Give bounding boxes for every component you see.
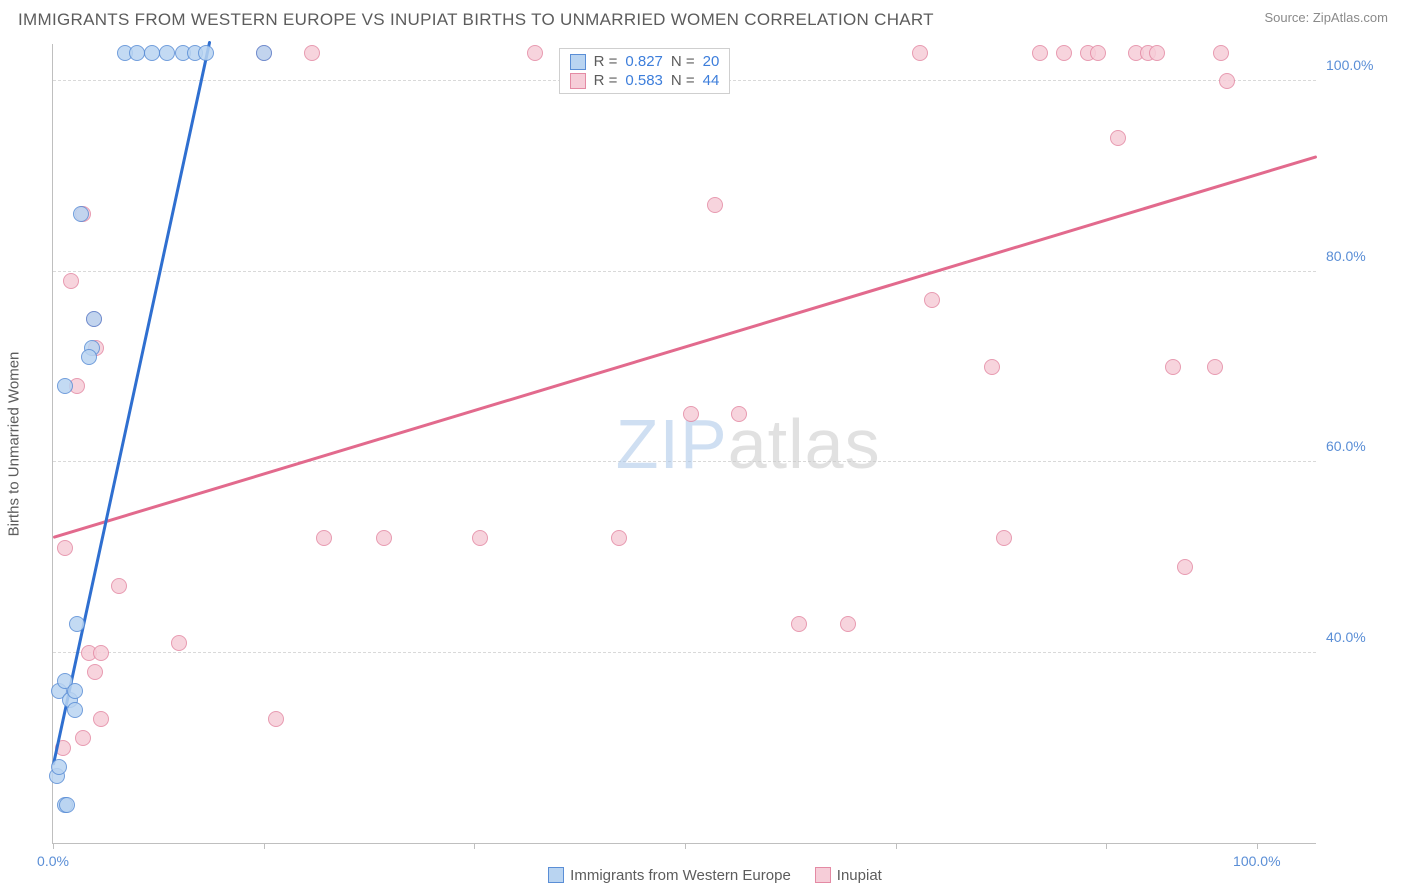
legend-n-value-inupiat: 44 xyxy=(703,72,720,89)
data-point-inupiat xyxy=(472,530,488,546)
data-point-inupiat xyxy=(63,273,79,289)
x-tick-mark xyxy=(685,843,686,849)
x-tick-mark xyxy=(1106,843,1107,849)
stats-legend: R = 0.827 N = 20 R = 0.583 N = 44 xyxy=(559,48,731,94)
y-tick-label: 40.0% xyxy=(1326,629,1386,645)
data-point-western_europe xyxy=(73,206,89,222)
data-point-inupiat xyxy=(268,711,284,727)
legend-swatch-western_europe xyxy=(570,54,586,70)
data-point-inupiat xyxy=(316,530,332,546)
x-tick-mark xyxy=(264,843,265,849)
data-point-inupiat xyxy=(984,359,1000,375)
legend-r-value-western_europe: 0.827 xyxy=(625,53,663,70)
data-point-inupiat xyxy=(1090,45,1106,61)
data-point-inupiat xyxy=(924,292,940,308)
data-point-western_europe xyxy=(81,349,97,365)
data-point-inupiat xyxy=(1207,359,1223,375)
data-point-inupiat xyxy=(57,540,73,556)
x-tick-mark xyxy=(53,843,54,849)
data-point-western_europe xyxy=(67,702,83,718)
data-point-western_europe xyxy=(198,45,214,61)
bottom-legend: Immigrants from Western Europe Inupiat xyxy=(0,867,1406,884)
data-point-inupiat xyxy=(1110,130,1126,146)
source-name: ZipAtlas.com xyxy=(1313,10,1388,25)
x-tick-mark xyxy=(896,843,897,849)
data-point-inupiat xyxy=(304,45,320,61)
gridline-h xyxy=(53,652,1316,653)
data-point-western_europe xyxy=(51,759,67,775)
data-point-western_europe xyxy=(57,378,73,394)
y-tick-label: 100.0% xyxy=(1326,57,1386,73)
y-tick-label: 80.0% xyxy=(1326,248,1386,264)
legend-r-label: R = xyxy=(594,53,618,70)
data-point-inupiat xyxy=(791,616,807,632)
data-point-western_europe xyxy=(69,616,85,632)
gridline-h xyxy=(53,271,1316,272)
data-point-inupiat xyxy=(707,197,723,213)
chart-title: IMMIGRANTS FROM WESTERN EUROPE VS INUPIA… xyxy=(18,10,934,30)
data-point-inupiat xyxy=(840,616,856,632)
plot-area: Births to Unmarried Women 40.0%60.0%80.0… xyxy=(52,44,1316,844)
legend-r-label: R = xyxy=(594,72,618,89)
y-axis-label: Births to Unmarried Women xyxy=(6,352,23,537)
data-point-western_europe xyxy=(67,683,83,699)
legend-swatch-western_europe xyxy=(548,867,564,883)
data-point-western_europe xyxy=(159,45,175,61)
x-tick-mark xyxy=(1257,843,1258,849)
data-point-inupiat xyxy=(1032,45,1048,61)
legend-n-label: N = xyxy=(671,53,695,70)
data-point-western_europe xyxy=(86,311,102,327)
data-point-western_europe xyxy=(59,797,75,813)
legend-swatch-inupiat xyxy=(815,867,831,883)
data-point-inupiat xyxy=(1056,45,1072,61)
gridline-h xyxy=(53,461,1316,462)
data-point-inupiat xyxy=(1219,73,1235,89)
y-tick-label: 60.0% xyxy=(1326,438,1386,454)
data-point-inupiat xyxy=(75,730,91,746)
watermark: ZIPatlas xyxy=(616,404,881,484)
data-point-inupiat xyxy=(111,578,127,594)
data-point-inupiat xyxy=(611,530,627,546)
legend-r-value-inupiat: 0.583 xyxy=(625,72,663,89)
data-point-inupiat xyxy=(1165,359,1181,375)
data-point-inupiat xyxy=(683,406,699,422)
trend-line-western_europe xyxy=(52,41,211,765)
data-point-inupiat xyxy=(912,45,928,61)
legend-n-value-western_europe: 20 xyxy=(703,53,720,70)
x-tick-mark xyxy=(474,843,475,849)
data-point-inupiat xyxy=(996,530,1012,546)
data-point-inupiat xyxy=(93,711,109,727)
data-point-inupiat xyxy=(93,645,109,661)
data-point-western_europe xyxy=(256,45,272,61)
trend-line-inupiat xyxy=(53,155,1318,538)
data-point-inupiat xyxy=(731,406,747,422)
data-point-western_europe xyxy=(144,45,160,61)
legend-n-label: N = xyxy=(671,72,695,89)
data-point-inupiat xyxy=(1149,45,1165,61)
data-point-inupiat xyxy=(87,664,103,680)
source-credit: Source: ZipAtlas.com xyxy=(1264,10,1388,25)
data-point-inupiat xyxy=(376,530,392,546)
legend-label-inupiat: Inupiat xyxy=(837,867,882,884)
legend-label-western_europe: Immigrants from Western Europe xyxy=(570,867,791,884)
source-prefix: Source: xyxy=(1264,10,1312,25)
legend-swatch-inupiat xyxy=(570,73,586,89)
data-point-inupiat xyxy=(171,635,187,651)
data-point-inupiat xyxy=(527,45,543,61)
data-point-inupiat xyxy=(1177,559,1193,575)
data-point-inupiat xyxy=(1213,45,1229,61)
